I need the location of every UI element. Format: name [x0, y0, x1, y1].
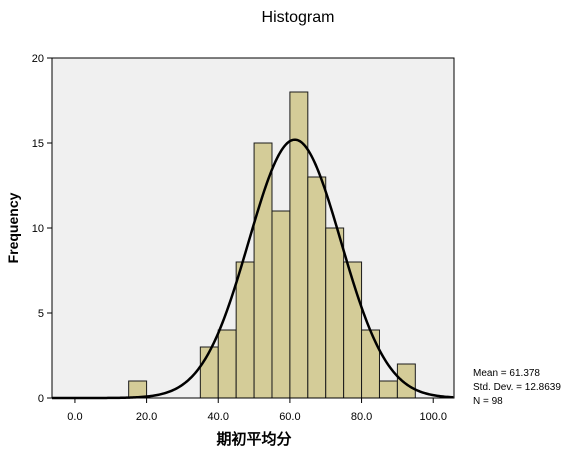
histogram-bar-1: [199, 346, 219, 399]
stat-n: N = 98: [473, 396, 503, 407]
x-tick-label: 20.0: [136, 411, 157, 423]
stat-std-dev: Std. Dev. = 12.8639: [473, 382, 561, 393]
y-tick-label: 0: [38, 393, 44, 405]
histogram-bar-8: [325, 227, 345, 399]
stat-mean: Mean = 61.378: [473, 368, 540, 379]
y-axis: 0 5 10 15 20: [32, 53, 52, 405]
y-tick-label: 10: [32, 223, 44, 235]
x-tick-label: 40.0: [208, 411, 229, 423]
histogram-bar-7: [307, 176, 327, 399]
x-tick-label: 80.0: [351, 411, 372, 423]
stats-box: Mean = 61.378 Std. Dev. = 12.8639 N = 98: [473, 368, 561, 407]
histogram-bar-3: [235, 261, 255, 399]
chart-title: Histogram: [262, 9, 335, 26]
histogram-bar-5: [271, 210, 291, 399]
histogram-bar-10: [361, 329, 380, 399]
y-tick-label: 5: [38, 308, 44, 320]
x-axis-label: 期初平均分: [216, 430, 291, 448]
bars-group: [128, 91, 416, 399]
y-tick-label: 20: [32, 53, 44, 65]
histogram-bar-11: [378, 380, 398, 399]
x-tick-label: 0.0: [67, 411, 82, 423]
y-tick-label: 15: [32, 138, 44, 150]
x-tick-label: 100.0: [419, 411, 447, 423]
histogram-bar-2: [217, 329, 237, 399]
histogram-bar-4: [253, 142, 273, 399]
histogram-bar-12: [396, 363, 416, 399]
x-tick-label: 60.0: [279, 411, 300, 423]
y-axis-label: Frequency: [5, 192, 21, 263]
x-axis: 0.0 20.0 40.0 60.0 80.0 100.0: [67, 398, 447, 423]
histogram-bar-6: [289, 91, 309, 399]
histogram-bar-0: [128, 380, 148, 399]
